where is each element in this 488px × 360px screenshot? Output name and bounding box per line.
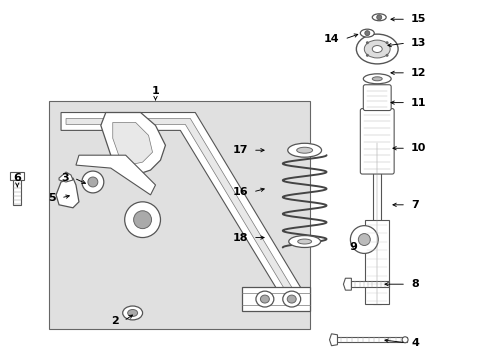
Text: 18: 18 [232,233,247,243]
Bar [372,143,381,304]
Circle shape [385,54,388,57]
Ellipse shape [286,295,296,303]
Polygon shape [66,118,297,301]
Bar [49,100,309,329]
Circle shape [124,202,160,238]
FancyBboxPatch shape [363,85,390,111]
Polygon shape [343,278,351,290]
Ellipse shape [287,143,321,157]
Circle shape [133,211,151,229]
Text: 3: 3 [61,173,69,183]
Circle shape [82,171,103,193]
Ellipse shape [297,239,311,244]
Ellipse shape [282,291,300,307]
Bar [365,220,388,304]
Polygon shape [76,155,155,195]
Text: 15: 15 [410,14,426,24]
Circle shape [365,54,368,57]
Text: 9: 9 [349,243,357,252]
Ellipse shape [288,235,320,247]
Ellipse shape [371,46,382,53]
Circle shape [350,226,377,253]
Text: 5: 5 [48,193,56,203]
Circle shape [88,177,98,187]
Ellipse shape [371,77,382,81]
Ellipse shape [296,147,312,153]
Bar [337,337,406,342]
Polygon shape [329,334,337,346]
Text: 17: 17 [232,145,247,155]
Text: 16: 16 [232,187,247,197]
Bar [351,281,388,287]
Ellipse shape [127,310,137,316]
Polygon shape [101,113,165,175]
Circle shape [358,234,369,246]
Circle shape [376,15,381,20]
Bar [13,177,21,205]
Ellipse shape [363,74,390,84]
Text: 4: 4 [410,338,418,348]
Circle shape [385,41,388,44]
Ellipse shape [255,291,273,307]
Polygon shape [56,178,79,208]
Text: 2: 2 [111,316,119,326]
Ellipse shape [371,14,386,21]
Text: 13: 13 [410,38,426,48]
Text: 12: 12 [410,68,426,78]
Ellipse shape [122,306,142,320]
Ellipse shape [364,40,389,58]
Text: 11: 11 [410,98,426,108]
Polygon shape [242,287,309,311]
Text: 6: 6 [13,173,21,183]
Text: 14: 14 [323,34,339,44]
Polygon shape [113,122,152,165]
FancyBboxPatch shape [360,109,393,174]
Polygon shape [61,113,307,307]
Text: 7: 7 [410,200,418,210]
Polygon shape [59,172,73,182]
Text: 8: 8 [410,279,418,289]
Circle shape [365,41,368,44]
Circle shape [364,31,369,36]
Ellipse shape [356,34,397,64]
Bar [10,172,24,180]
Text: 10: 10 [410,143,426,153]
Ellipse shape [360,29,373,37]
Ellipse shape [260,295,269,303]
Text: 1: 1 [151,86,159,96]
Ellipse shape [401,337,407,343]
